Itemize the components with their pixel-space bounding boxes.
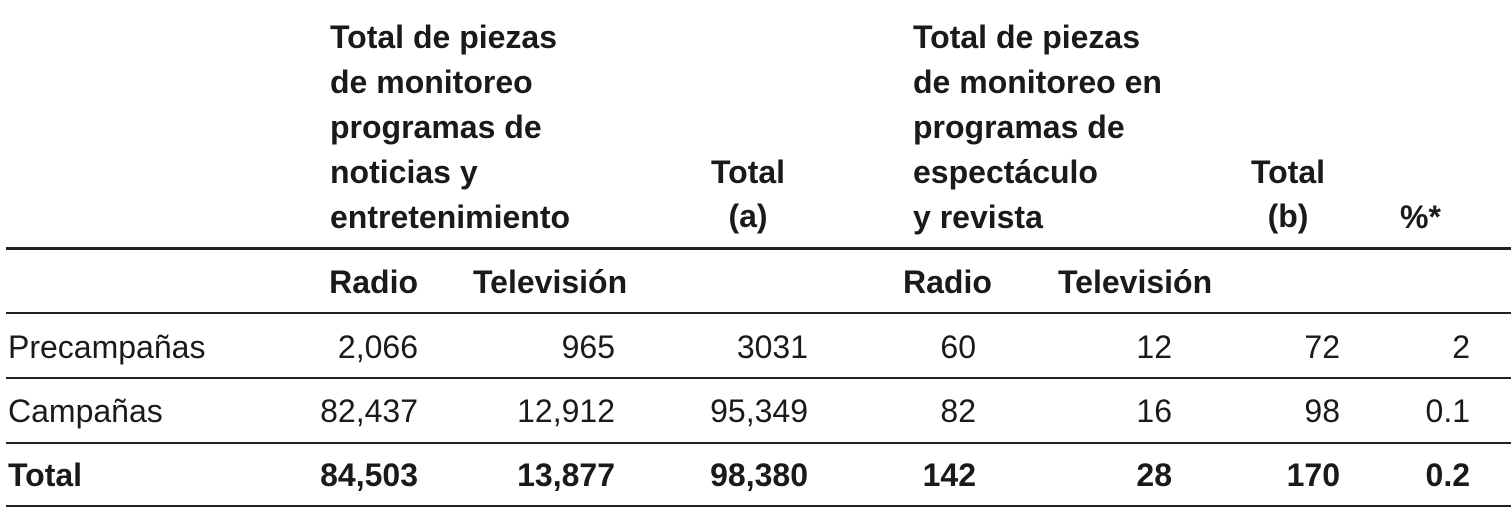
cell: 965 xyxy=(561,329,615,365)
cell: 60 xyxy=(940,329,976,365)
cell: 82,437 xyxy=(320,393,418,429)
row-label: Campañas xyxy=(8,393,163,429)
header-text: Total xyxy=(1250,154,1326,190)
header-text: Total xyxy=(710,154,786,190)
rule xyxy=(6,442,1511,444)
subheader: Televisión xyxy=(473,264,628,300)
header-text: (a) xyxy=(728,198,768,234)
header-text: espectáculo xyxy=(913,154,1098,190)
header-text: Total de piezas xyxy=(330,19,558,55)
rule xyxy=(6,247,1511,250)
header-text: programas de xyxy=(330,109,542,145)
header-text: de monitoreo xyxy=(330,64,533,100)
cell: 170 xyxy=(1286,457,1340,493)
header-text: de monitoreo en xyxy=(913,64,1162,100)
cell: 98,380 xyxy=(710,457,808,493)
cell: 2,066 xyxy=(337,329,418,365)
header-text: Total de piezas xyxy=(913,19,1141,55)
subheader: Radio xyxy=(329,264,418,300)
cell: 28 xyxy=(1136,457,1172,493)
cell: 16 xyxy=(1136,393,1172,429)
cell: 98 xyxy=(1304,393,1340,429)
cell: 0.1 xyxy=(1425,393,1470,429)
header-text: programas de xyxy=(913,109,1125,145)
header-text: %* xyxy=(1400,199,1441,235)
cell: 84,503 xyxy=(320,457,418,493)
subheader: Radio xyxy=(903,264,992,300)
rule xyxy=(6,377,1511,379)
row-label: Total xyxy=(8,457,83,493)
row-label: Precampañas xyxy=(8,329,206,365)
cell: 13,877 xyxy=(517,457,615,493)
cell: 12,912 xyxy=(517,393,615,429)
cell: 72 xyxy=(1304,329,1340,365)
header-text: noticias y xyxy=(330,154,478,190)
cell: 82 xyxy=(940,393,976,429)
cell: 2 xyxy=(1452,329,1470,365)
cell: 12 xyxy=(1136,329,1172,365)
header-text: entretenimiento xyxy=(330,199,571,235)
header-text: (b) xyxy=(1267,198,1309,234)
cell: 3031 xyxy=(736,329,808,365)
header-text: y revista xyxy=(913,199,1043,235)
cell: 142 xyxy=(922,457,976,493)
cell: 95,349 xyxy=(710,393,808,429)
subheader: Televisión xyxy=(1058,264,1213,300)
rule xyxy=(6,505,1511,507)
rule xyxy=(6,312,1511,314)
cell: 0.2 xyxy=(1425,457,1470,493)
